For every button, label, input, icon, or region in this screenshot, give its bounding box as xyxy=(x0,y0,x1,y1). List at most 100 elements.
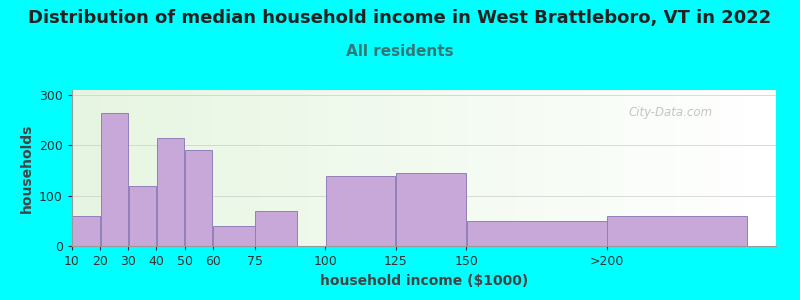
Bar xyxy=(723,90,726,246)
Bar xyxy=(600,90,603,246)
Bar xyxy=(326,90,329,246)
Bar xyxy=(90,90,93,246)
Bar xyxy=(118,90,122,246)
Bar xyxy=(628,90,632,246)
Bar xyxy=(286,90,290,246)
Bar xyxy=(417,90,421,246)
Bar xyxy=(389,90,392,246)
Bar xyxy=(755,90,758,246)
Bar xyxy=(766,90,769,246)
Bar xyxy=(459,90,462,246)
Bar xyxy=(396,90,399,246)
Bar xyxy=(86,90,90,246)
Bar xyxy=(646,90,650,246)
Bar xyxy=(462,90,466,246)
Bar xyxy=(255,90,258,246)
Bar xyxy=(466,221,606,246)
Bar xyxy=(638,90,642,246)
Bar xyxy=(188,90,192,246)
Bar xyxy=(537,90,540,246)
Bar xyxy=(104,90,107,246)
Bar xyxy=(773,90,776,246)
Bar xyxy=(308,90,311,246)
Bar xyxy=(266,90,269,246)
Bar xyxy=(185,90,188,246)
Bar xyxy=(273,90,276,246)
Bar xyxy=(442,90,445,246)
Bar xyxy=(438,90,442,246)
Bar xyxy=(678,90,681,246)
Bar xyxy=(470,90,474,246)
Bar xyxy=(202,90,206,246)
Bar xyxy=(357,90,361,246)
Bar xyxy=(326,176,395,246)
Bar xyxy=(290,90,294,246)
Bar xyxy=(269,90,273,246)
Bar xyxy=(185,150,212,246)
Bar xyxy=(414,90,417,246)
Bar xyxy=(276,90,280,246)
Bar xyxy=(280,90,283,246)
Bar xyxy=(554,90,558,246)
Bar xyxy=(298,90,301,246)
Bar xyxy=(540,90,544,246)
Bar xyxy=(526,90,530,246)
Bar xyxy=(621,90,625,246)
Bar xyxy=(758,90,762,246)
Text: All residents: All residents xyxy=(346,44,454,59)
Bar xyxy=(681,90,685,246)
Bar xyxy=(706,90,709,246)
Bar xyxy=(474,90,477,246)
X-axis label: household income ($1000): household income ($1000) xyxy=(320,274,528,288)
Bar xyxy=(480,90,484,246)
Bar xyxy=(769,90,773,246)
Bar xyxy=(125,90,128,246)
Bar xyxy=(597,90,600,246)
Bar xyxy=(456,90,459,246)
Bar xyxy=(424,90,427,246)
Bar xyxy=(565,90,568,246)
Bar xyxy=(150,90,153,246)
Bar xyxy=(110,90,114,246)
Bar xyxy=(716,90,720,246)
Bar xyxy=(667,90,670,246)
Bar xyxy=(82,90,86,246)
Bar xyxy=(301,90,304,246)
Bar xyxy=(421,90,424,246)
Bar xyxy=(178,90,181,246)
Bar xyxy=(449,90,452,246)
Bar xyxy=(691,90,695,246)
Bar xyxy=(572,90,575,246)
Bar xyxy=(214,226,254,246)
Text: City-Data.com: City-Data.com xyxy=(628,106,712,118)
Bar xyxy=(625,90,628,246)
Bar xyxy=(593,90,597,246)
Bar xyxy=(364,90,368,246)
Bar xyxy=(698,90,702,246)
Bar xyxy=(72,90,75,246)
Bar xyxy=(195,90,198,246)
Bar xyxy=(386,90,389,246)
Bar xyxy=(354,90,357,246)
Bar xyxy=(304,90,308,246)
Bar xyxy=(396,173,466,246)
Bar xyxy=(129,186,156,246)
Bar xyxy=(122,90,125,246)
Bar xyxy=(586,90,590,246)
Bar xyxy=(198,90,202,246)
Bar xyxy=(579,90,582,246)
Bar xyxy=(93,90,97,246)
Bar xyxy=(216,90,220,246)
Bar xyxy=(762,90,766,246)
Bar xyxy=(491,90,494,246)
Bar xyxy=(544,90,547,246)
Bar xyxy=(427,90,431,246)
Bar xyxy=(603,90,607,246)
Bar xyxy=(730,90,734,246)
Text: Distribution of median household income in West Brattleboro, VT in 2022: Distribution of median household income … xyxy=(28,9,772,27)
Bar xyxy=(213,90,216,246)
Bar xyxy=(505,90,509,246)
Bar xyxy=(333,90,336,246)
Bar xyxy=(230,90,234,246)
Bar xyxy=(610,90,614,246)
